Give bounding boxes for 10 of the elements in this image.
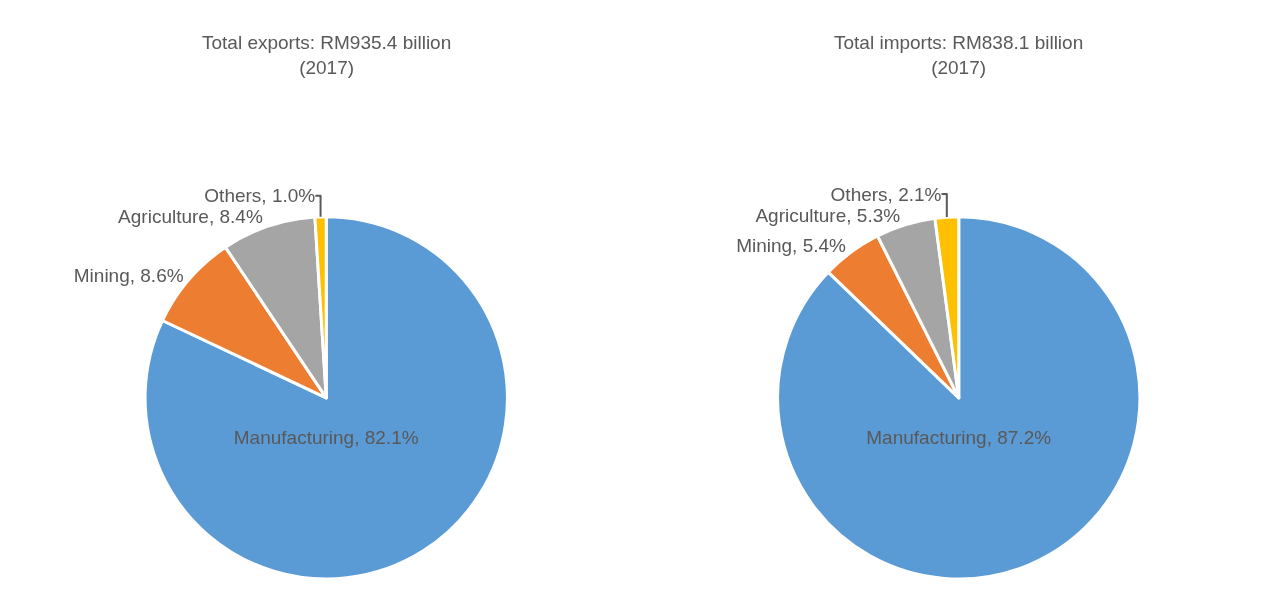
chart-title: Total exports: RM935.4 billion (2017) xyxy=(202,32,452,78)
slice-label: Agriculture, 8.4% xyxy=(118,206,263,228)
slice-label: Others, 1.0% xyxy=(204,185,316,207)
slice-label: Others, 2.1% xyxy=(830,183,942,205)
slice-label: Mining, 8.6% xyxy=(73,264,184,286)
slice-label: Agriculture, 5.3% xyxy=(755,204,901,226)
slice-label: Manufacturing, 82.1% xyxy=(233,427,419,449)
chart-title: Total imports: RM838.1 billion (2017) xyxy=(834,32,1084,78)
slice-label: Mining, 5.4% xyxy=(736,234,847,256)
slice-label: Manufacturing, 87.2% xyxy=(866,427,1052,449)
